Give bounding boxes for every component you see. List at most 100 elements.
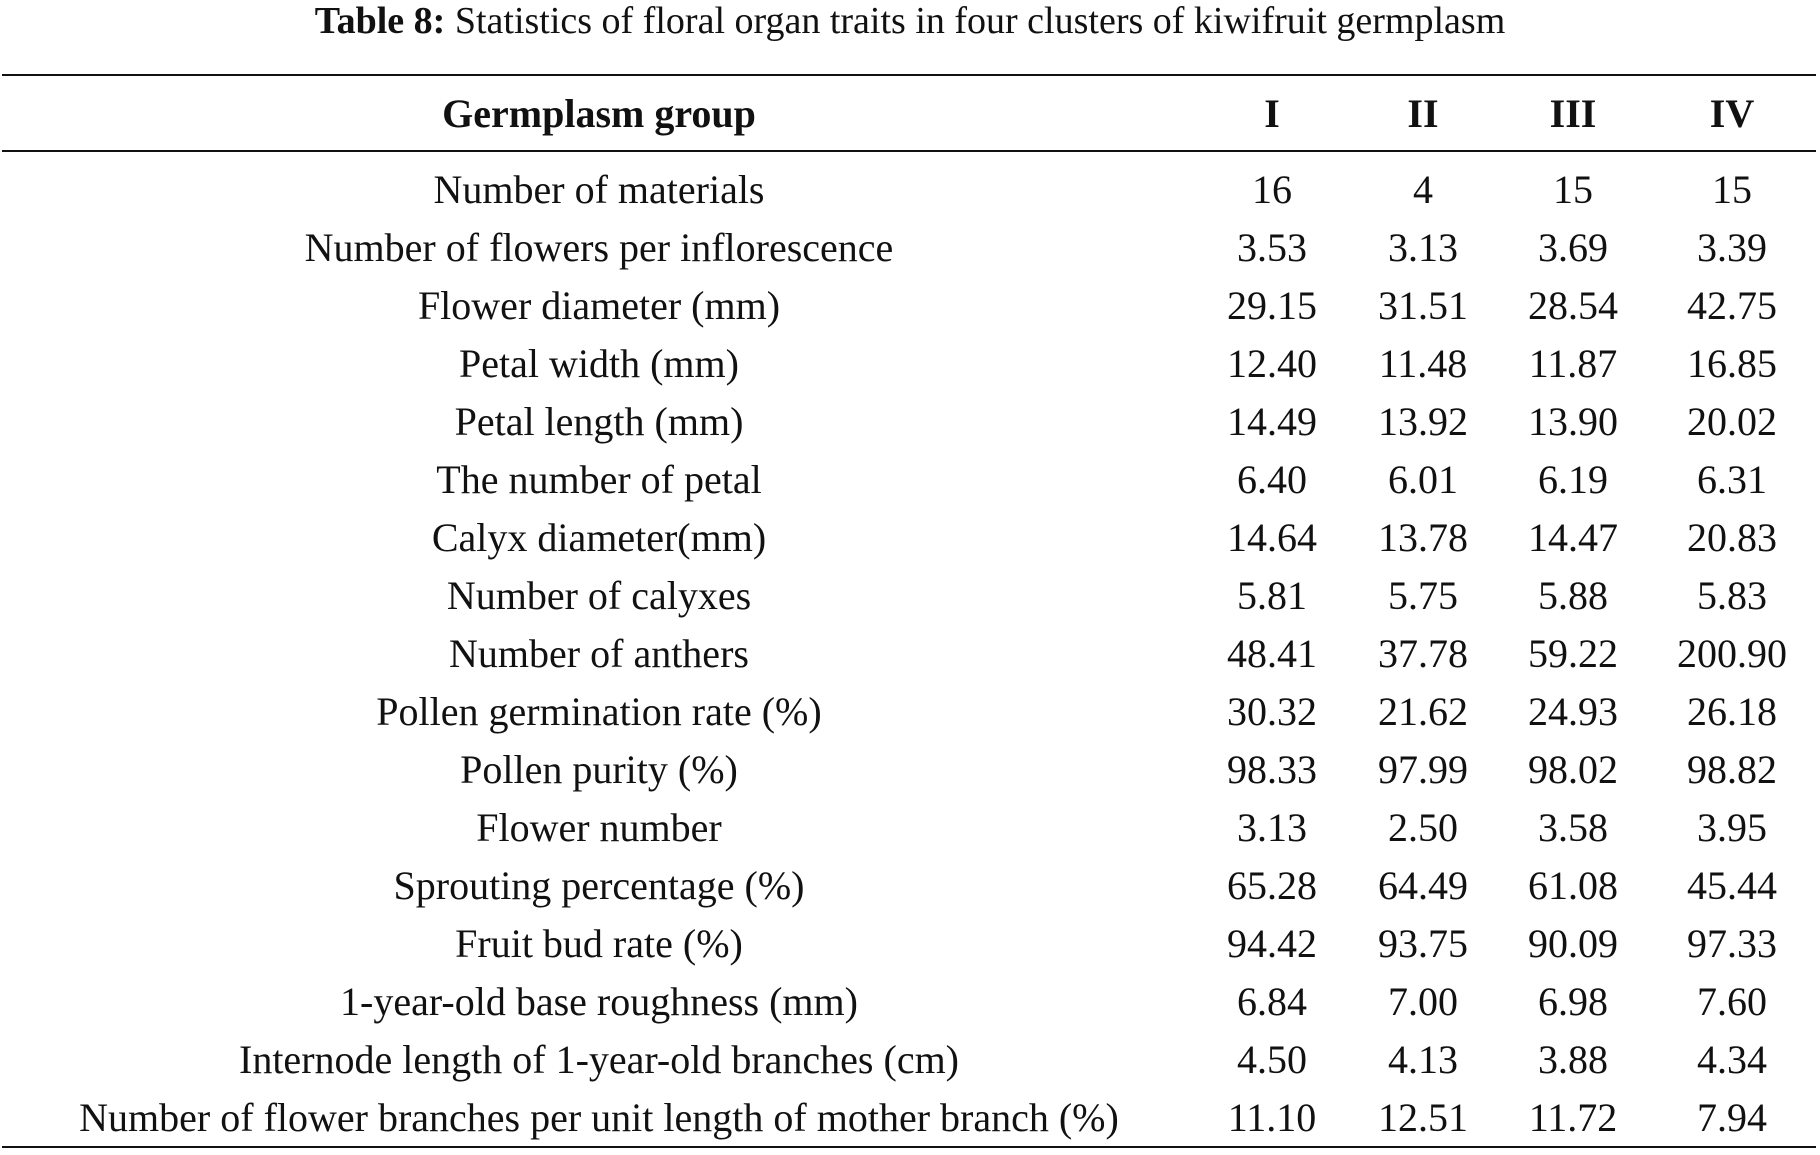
table-row: Flower diameter (mm) 29.15 31.51 28.54 42.75 xyxy=(2,276,1816,334)
value-cell-group-ii: 13.92 xyxy=(1378,398,1468,444)
value-cell-group-i: 11.10 xyxy=(1227,1094,1317,1140)
value-cell-group-iii: 3.69 xyxy=(1538,224,1608,270)
trait-name-cell: Number of calyxes xyxy=(446,572,752,618)
value-cell-group-ii: 4.13 xyxy=(1388,1036,1458,1082)
value-cell-group-ii: 31.51 xyxy=(1378,282,1468,328)
value-cell-group-i: 30.32 xyxy=(1227,688,1317,734)
table-row: Number of flower branches per unit lengt… xyxy=(2,1088,1816,1147)
value-cell-group-ii: 11.48 xyxy=(1378,340,1468,386)
value-cell-group-i: 98.33 xyxy=(1227,746,1317,792)
value-cell-group-iv: 20.83 xyxy=(1687,514,1777,560)
value-cell-group-ii: 4 xyxy=(1413,166,1433,212)
table-row: Pollen germination rate (%) 30.32 21.62 24.… xyxy=(2,682,1816,740)
table-row: Petal length (mm) 14.49 13.92 13.90 20.02 xyxy=(2,392,1816,450)
value-cell-group-iii: 13.90 xyxy=(1528,398,1618,444)
trait-name-cell: Petal width (mm) xyxy=(459,340,739,386)
value-cell-group-iii: 24.93 xyxy=(1528,688,1618,734)
value-cell-group-iv: 6.31 xyxy=(1697,456,1767,502)
trait-name-cell: Pollen germination rate (%) xyxy=(376,688,822,734)
value-cell-group-iii: 3.58 xyxy=(1538,804,1608,850)
trait-name-cell: Petal length (mm) xyxy=(454,398,744,444)
value-cell-group-ii: 37.78 xyxy=(1378,630,1468,676)
trait-name-cell: Sprouting percentage (%) xyxy=(393,862,805,908)
value-cell-group-i: 3.53 xyxy=(1237,224,1307,270)
value-cell-group-iii: 6.19 xyxy=(1538,456,1608,502)
value-cell-group-ii: 12.51 xyxy=(1378,1094,1468,1140)
value-cell-group-ii: 6.01 xyxy=(1388,456,1458,502)
table-row: Sprouting percentage (%) 65.28 64.49 61.08 4… xyxy=(2,856,1816,914)
header-germplasm-group: Germplasm group xyxy=(442,90,756,136)
table-row: Flower number 3.13 2.50 3.58 3.95 xyxy=(2,798,1816,856)
value-cell-group-i: 29.15 xyxy=(1227,282,1317,328)
trait-name-cell: Number of flower branches per unit lengt… xyxy=(79,1094,1119,1140)
value-cell-group-ii: 7.00 xyxy=(1388,978,1458,1024)
table-row: Number of calyxes 5.81 5.75 5.88 5.83 xyxy=(2,566,1816,624)
value-cell-group-ii: 21.62 xyxy=(1378,688,1468,734)
value-cell-group-iv: 3.39 xyxy=(1697,224,1767,270)
value-cell-group-ii: 5.75 xyxy=(1388,572,1458,618)
value-cell-group-i: 3.13 xyxy=(1237,804,1307,850)
value-cell-group-iv: 4.34 xyxy=(1697,1036,1767,1082)
header-group-iv: IV xyxy=(1709,90,1755,136)
value-cell-group-iv: 3.95 xyxy=(1697,804,1767,850)
value-cell-group-iv: 42.75 xyxy=(1687,282,1777,328)
value-cell-group-iv: 15 xyxy=(1712,166,1752,212)
table-row: Petal width (mm) 12.40 11.48 11.87 16.85 xyxy=(2,334,1816,392)
value-cell-group-ii: 64.49 xyxy=(1378,862,1468,908)
value-cell-group-iv: 26.18 xyxy=(1687,688,1777,734)
value-cell-group-i: 6.84 xyxy=(1237,978,1307,1024)
table-row: 1-year-old base roughness (mm) 6.84 7.00 6.… xyxy=(2,972,1816,1030)
trait-name-cell: The number of petal xyxy=(436,456,762,502)
value-cell-group-iii: 59.22 xyxy=(1528,630,1618,676)
value-cell-group-iv: 45.44 xyxy=(1687,862,1777,908)
value-cell-group-i: 6.40 xyxy=(1237,456,1307,502)
value-cell-group-i: 14.49 xyxy=(1227,398,1317,444)
table-row: Number of materials 16 4 15 15 xyxy=(2,151,1816,218)
trait-name-cell: Number of anthers xyxy=(449,630,749,676)
table-row: Number of flowers per inflorescence 3.53 3… xyxy=(2,218,1816,276)
value-cell-group-iii: 5.88 xyxy=(1538,572,1608,618)
value-cell-group-iii: 15 xyxy=(1553,166,1593,212)
value-cell-group-iii: 90.09 xyxy=(1528,920,1618,966)
value-cell-group-i: 12.40 xyxy=(1227,340,1317,386)
trait-name-cell: Calyx diameter(mm) xyxy=(431,514,767,560)
value-cell-group-iii: 11.72 xyxy=(1528,1094,1618,1140)
value-cell-group-iv: 16.85 xyxy=(1687,340,1777,386)
value-cell-group-iii: 11.87 xyxy=(1528,340,1618,386)
value-cell-group-i: 5.81 xyxy=(1237,572,1307,618)
value-cell-group-iii: 28.54 xyxy=(1528,282,1618,328)
statistics-table: Germplasm group I II III IV Number of ma… xyxy=(2,74,1816,1148)
header-row: Germplasm group I II III IV xyxy=(2,75,1816,151)
table-caption-text: Statistics of floral organ traits in fou… xyxy=(454,0,1506,42)
trait-name-cell: Flower number xyxy=(476,804,722,850)
value-cell-group-ii: 3.13 xyxy=(1388,224,1458,270)
table-row: Internode length of 1-year-old branches … xyxy=(2,1030,1816,1088)
trait-name-cell: 1-year-old base roughness (mm) xyxy=(340,978,858,1024)
table-row: Number of anthers 48.41 37.78 59.22 200.90 xyxy=(2,624,1816,682)
table-caption: Table 8: Statistics of floral organ trai… xyxy=(0,0,1820,52)
value-cell-group-i: 16 xyxy=(1252,166,1292,212)
value-cell-group-ii: 2.50 xyxy=(1388,804,1458,850)
value-cell-group-iv: 20.02 xyxy=(1687,398,1777,444)
header-group-ii: II xyxy=(1407,90,1439,136)
value-cell-group-iii: 6.98 xyxy=(1538,978,1608,1024)
table-body: Number of materials 16 4 15 15 Number of flow… xyxy=(2,151,1816,1147)
table-caption-label: Table 8: xyxy=(314,0,446,42)
table-header: Germplasm group I II III IV xyxy=(2,75,1816,151)
table-row: Calyx diameter(mm) 14.64 13.78 14.47 20.83 xyxy=(2,508,1816,566)
table-row: Pollen purity (%) 98.33 97.99 98.02 98.82 xyxy=(2,740,1816,798)
trait-name-cell: Fruit bud rate (%) xyxy=(455,920,743,966)
header-group-iii: III xyxy=(1549,90,1597,136)
trait-name-cell: Pollen purity (%) xyxy=(460,746,738,792)
value-cell-group-iv: 97.33 xyxy=(1687,920,1777,966)
value-cell-group-i: 94.42 xyxy=(1227,920,1317,966)
value-cell-group-i: 65.28 xyxy=(1227,862,1317,908)
value-cell-group-iv: 7.94 xyxy=(1697,1094,1767,1140)
value-cell-group-iv: 7.60 xyxy=(1697,978,1767,1024)
trait-name-cell: Internode length of 1-year-old branches … xyxy=(239,1036,959,1082)
table-row: The number of petal 6.40 6.01 6.19 6.31 xyxy=(2,450,1816,508)
value-cell-group-ii: 97.99 xyxy=(1378,746,1468,792)
value-cell-group-iii: 3.88 xyxy=(1538,1036,1608,1082)
value-cell-group-ii: 93.75 xyxy=(1378,920,1468,966)
value-cell-group-iv: 200.90 xyxy=(1677,630,1787,676)
